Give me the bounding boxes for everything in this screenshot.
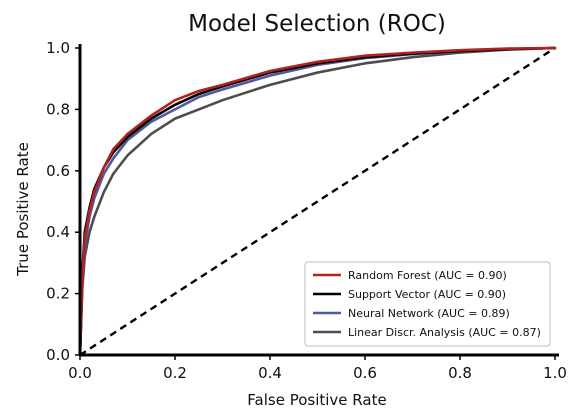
y-tick-label: 0.2: [46, 285, 70, 303]
legend-label-0: Random Forest (AUC = 0.90): [348, 269, 507, 282]
legend-label-3: Linear Discr. Analysis (AUC = 0.87): [348, 326, 541, 339]
axes: [78, 44, 559, 357]
x-tick-label: 0.8: [448, 364, 472, 382]
x-tick-label: 0.2: [163, 364, 187, 382]
x-tick-label: 0.6: [353, 364, 377, 382]
y-tick-label: 0.0: [46, 346, 70, 364]
x-tick-label: 0.0: [68, 364, 92, 382]
legend: Random Forest (AUC = 0.90) Support Vector…: [304, 261, 551, 347]
legend-label-1: Support Vector (AUC = 0.90): [348, 288, 506, 301]
y-tick-label: 0.8: [46, 100, 70, 118]
diagonal-reference-line: [79, 46, 556, 357]
x-tick-label: 0.4: [258, 364, 282, 382]
y-axis-label: True Positive Rate: [14, 142, 32, 277]
y-tick-label: 1.0: [46, 39, 70, 57]
ticks: 0.0 0.2 0.4 0.6 0.8 1.0 0.0 0.2 0.4 0.6 0.8 1.0: [46, 39, 567, 382]
series-line-0: [78, 46, 557, 357]
series-line-3: [78, 46, 557, 357]
chart-title: Model Selection (ROC): [188, 11, 446, 37]
legend-box: [304, 261, 551, 347]
x-tick-label: 1.0: [543, 364, 567, 382]
plot-area: [78, 46, 557, 357]
x-axis-label: False Positive Rate: [247, 391, 386, 409]
y-tick-label: 0.6: [46, 162, 70, 180]
legend-label-2: Neural Network (AUC = 0.89): [348, 307, 510, 320]
y-tick-label: 0.4: [46, 223, 70, 241]
